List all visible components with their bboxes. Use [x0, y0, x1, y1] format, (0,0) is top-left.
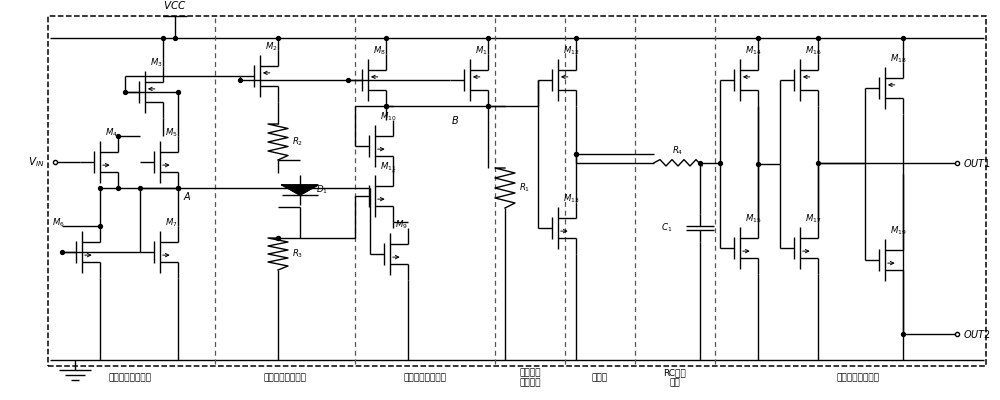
Text: $M_4$: $M_4$ — [105, 127, 118, 139]
Text: $OUT1$: $OUT1$ — [963, 157, 991, 169]
Text: $M_5$: $M_5$ — [165, 127, 178, 139]
Text: $VCC$: $VCC$ — [163, 0, 187, 11]
Text: $M_{15}$: $M_{15}$ — [745, 213, 762, 225]
Text: $M_{13}$: $M_{13}$ — [563, 193, 580, 205]
Text: $M_2$: $M_2$ — [265, 41, 278, 53]
Text: $M_9$: $M_9$ — [395, 219, 408, 231]
Text: 迟滒比较器第一级: 迟滒比较器第一级 — [108, 374, 152, 382]
Text: 反相器: 反相器 — [592, 374, 608, 382]
Text: 偏置电流
产生模块: 偏置电流 产生模块 — [519, 368, 541, 388]
Text: $M_3$: $M_3$ — [150, 57, 163, 69]
Text: $R_1$: $R_1$ — [519, 182, 530, 194]
Text: $M_{19}$: $M_{19}$ — [890, 225, 907, 237]
Text: $M_7$: $M_7$ — [165, 217, 178, 229]
Text: 基准电压产生模块: 基准电压产生模块 — [264, 374, 306, 382]
Text: $A$: $A$ — [183, 190, 192, 202]
Text: $M_{11}$: $M_{11}$ — [380, 161, 397, 173]
Text: $M_{12}$: $M_{12}$ — [563, 45, 580, 57]
Text: $OUT2$: $OUT2$ — [963, 328, 991, 340]
Text: $M_{17}$: $M_{17}$ — [805, 213, 822, 225]
Text: 迟滒比较器第二级: 迟滒比较器第二级 — [404, 374, 446, 382]
Text: $M_6$: $M_6$ — [52, 217, 65, 229]
Text: $M_{10}$: $M_{10}$ — [380, 111, 397, 123]
Text: $V_{IN}$: $V_{IN}$ — [28, 155, 44, 169]
Text: $M_{16}$: $M_{16}$ — [805, 45, 822, 57]
Text: $M_{14}$: $M_{14}$ — [745, 45, 762, 57]
Text: RC滤波
模块: RC滤波 模块 — [664, 368, 686, 388]
Text: $B$: $B$ — [451, 114, 459, 126]
Text: $R_2$: $R_2$ — [292, 136, 303, 148]
Polygon shape — [282, 185, 318, 195]
Text: 输出信号整形模块: 输出信号整形模块 — [836, 374, 880, 382]
Text: $R_4$: $R_4$ — [672, 144, 684, 157]
Text: $M_1$: $M_1$ — [475, 45, 488, 57]
Text: $M_{18}$: $M_{18}$ — [890, 53, 907, 65]
Text: $D_1$: $D_1$ — [316, 184, 328, 196]
Text: $R_3$: $R_3$ — [292, 248, 303, 260]
Bar — [48, 16, 986, 366]
Text: $M_8$: $M_8$ — [373, 45, 386, 57]
Text: $C_1$: $C_1$ — [661, 222, 672, 234]
